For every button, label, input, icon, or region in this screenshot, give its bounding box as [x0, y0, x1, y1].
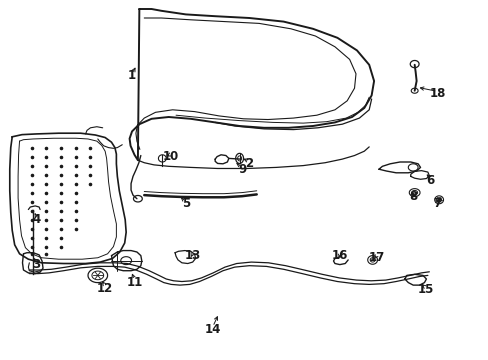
Point [28, 208, 36, 213]
Text: 8: 8 [408, 190, 416, 203]
Point [42, 217, 50, 222]
Point [72, 199, 80, 204]
Point [72, 172, 80, 177]
Point [28, 217, 36, 222]
Point [86, 163, 94, 168]
Point [28, 190, 36, 195]
Text: 10: 10 [163, 150, 179, 163]
Point [57, 244, 65, 249]
Point [72, 145, 80, 150]
Point [57, 226, 65, 231]
Text: 14: 14 [204, 323, 221, 336]
Point [42, 226, 50, 231]
Point [86, 172, 94, 177]
Point [28, 145, 36, 150]
Point [42, 181, 50, 186]
Text: 12: 12 [97, 282, 113, 294]
Point [86, 181, 94, 186]
Text: 15: 15 [416, 283, 433, 296]
Point [28, 199, 36, 204]
Point [28, 172, 36, 177]
Point [57, 217, 65, 222]
Point [57, 145, 65, 150]
Text: 3: 3 [33, 258, 41, 271]
Point [72, 208, 80, 213]
Text: 13: 13 [184, 249, 201, 262]
Point [57, 154, 65, 159]
Point [42, 208, 50, 213]
Point [28, 181, 36, 186]
Point [57, 190, 65, 195]
Text: 11: 11 [126, 276, 142, 289]
Point [72, 154, 80, 159]
Point [57, 199, 65, 204]
Point [28, 154, 36, 159]
Point [72, 181, 80, 186]
Point [57, 208, 65, 213]
Text: 7: 7 [433, 197, 441, 210]
Point [57, 163, 65, 168]
Point [42, 172, 50, 177]
Point [42, 163, 50, 168]
Text: 1: 1 [128, 69, 136, 82]
Point [42, 235, 50, 240]
Point [72, 217, 80, 222]
Text: 17: 17 [367, 251, 384, 264]
Point [28, 226, 36, 231]
Text: 9: 9 [238, 163, 245, 176]
Point [86, 154, 94, 159]
Point [28, 163, 36, 168]
Point [28, 235, 36, 240]
Text: 6: 6 [426, 174, 433, 186]
Point [42, 251, 50, 257]
Point [28, 244, 36, 249]
Point [57, 181, 65, 186]
Point [57, 235, 65, 240]
Point [42, 190, 50, 195]
Point [28, 251, 36, 257]
Point [57, 172, 65, 177]
Point [42, 145, 50, 150]
Text: 4: 4 [33, 213, 41, 226]
Point [72, 190, 80, 195]
Point [42, 244, 50, 249]
Text: 18: 18 [428, 87, 445, 100]
Text: 16: 16 [331, 249, 347, 262]
Point [72, 163, 80, 168]
Text: 2: 2 [245, 157, 253, 170]
Point [42, 199, 50, 204]
Point [72, 226, 80, 231]
Text: 5: 5 [182, 197, 189, 210]
Point [86, 145, 94, 150]
Point [42, 154, 50, 159]
